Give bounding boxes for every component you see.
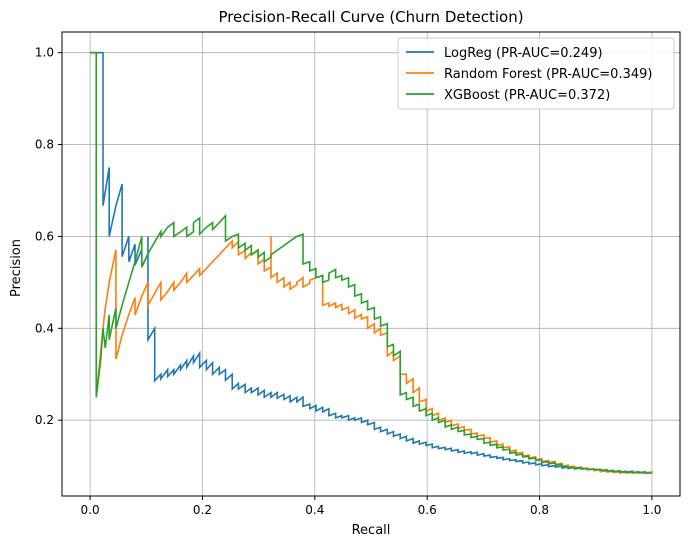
legend-box <box>397 37 675 110</box>
legend-label: XGBoost (PR-AUC=0.372) <box>444 88 610 103</box>
chart-title: Precision-Recall Curve (Churn Detection) <box>218 8 523 26</box>
y-tick-label: 0.6 <box>35 229 54 243</box>
series-line-1 <box>90 51 653 474</box>
legend-label: Random Forest (PR-AUC=0.349) <box>444 67 652 82</box>
y-tick-label: 0.2 <box>35 413 54 427</box>
x-tick-label: 0.0 <box>81 503 100 517</box>
x-axis-label: Recall <box>352 523 391 538</box>
legend-label: LogReg (PR-AUC=0.249) <box>444 46 603 61</box>
y-tick-label: 0.8 <box>35 138 54 152</box>
axis-ticks: 0.0 0.2 0.4 0.6 0.8 1.0 0.2 0.4 0.6 0.8 1.0 <box>35 46 662 517</box>
x-tick-label: 0.6 <box>418 503 437 517</box>
plot-frame <box>61 31 681 497</box>
y-tick-label: 1.0 <box>35 46 54 60</box>
legend: LogReg (PR-AUC=0.249) Random Forest (PR-A… <box>397 37 675 110</box>
y-tick-label: 0.4 <box>35 321 54 335</box>
x-tick-label: 0.8 <box>530 503 549 517</box>
series-layer <box>90 51 653 474</box>
x-tick-label: 1.0 <box>642 503 661 517</box>
y-axis-label: Precision <box>9 239 24 297</box>
x-tick-label: 0.4 <box>305 503 324 517</box>
series-line-2 <box>90 51 652 474</box>
x-tick-label: 0.2 <box>193 503 212 517</box>
